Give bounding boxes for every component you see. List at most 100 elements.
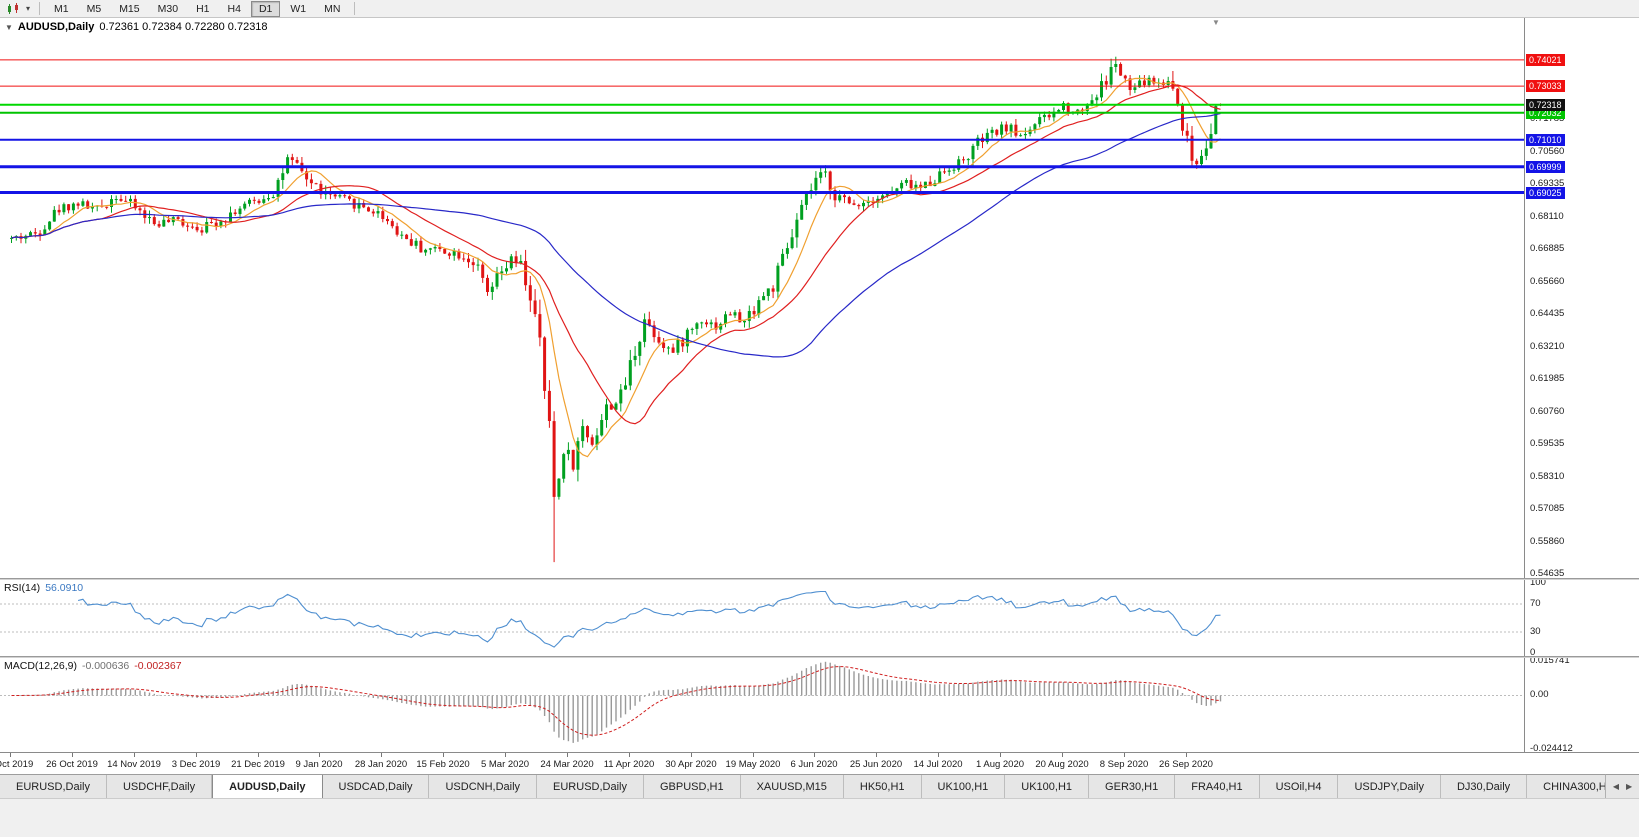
time-axis-label: 6 Jun 2020 — [790, 759, 838, 770]
time-axis-label: 3 Dec 2019 — [171, 759, 221, 770]
time-scale-axis[interactable]: 8 Oct 2019 26 Oct 2019 14 Nov 2019 3 Dec 20… — [0, 752, 1639, 774]
time-axis-tick — [876, 753, 877, 757]
timeframe-button-d1[interactable]: D1 — [250, 0, 281, 17]
time-axis-tick — [134, 753, 135, 757]
price-axis-label: 0.61985 — [1530, 373, 1565, 384]
current-price-badge: 0.72318 — [1526, 99, 1565, 111]
time-axis-label: 28 Jan 2020 — [354, 759, 408, 770]
timeframe-toolbar: ▾ M1 M5 M15 M30 H1 H4 D1 W1 MN — [0, 0, 1639, 18]
moving-average-line — [11, 84, 1221, 425]
price-axis-label: 0.68110 — [1530, 211, 1564, 222]
rsi-axis-label: 100 — [1530, 577, 1546, 588]
time-axis-tick — [319, 753, 320, 757]
macd-signal-value: -0.002367 — [134, 660, 182, 672]
macd-plot[interactable] — [0, 658, 1524, 752]
price-axis-label: 0.69335 — [1530, 178, 1565, 189]
macd-indicator-pane[interactable]: MACD(12,26,9) -0.000636 -0.002367 — [0, 658, 1524, 752]
time-axis-tick — [814, 753, 815, 757]
rsi-line — [77, 590, 1221, 648]
price-chart-pane[interactable]: ▼ AUDUSD,Daily 0.72361 0.72384 0.72280 0… — [0, 18, 1524, 578]
price-axis-label: 0.54635 — [1530, 568, 1565, 579]
time-axis-label: 20 Aug 2020 — [1035, 759, 1089, 770]
timeframe-button-m5[interactable]: M5 — [86, 2, 102, 15]
time-axis-tick — [443, 753, 444, 757]
timeframe-buttons: M1 M5 M15 M30 H1 H4 D1 W1 MN — [45, 0, 349, 17]
chart-tab-eurusd-daily[interactable]: EURUSD,Daily — [0, 775, 107, 798]
bottom-strip — [0, 798, 1639, 837]
price-axis-label: 0.66885 — [1530, 243, 1565, 254]
chart-tab-uk100-h1[interactable]: UK100,H1 — [1005, 775, 1090, 798]
rsi-indicator-pane[interactable]: RSI(14) 56.0910 — [0, 580, 1524, 656]
chart-tab-hk50-h1[interactable]: HK50,H1 — [844, 775, 922, 798]
price-level-badge: 0.74021 — [1526, 54, 1565, 66]
time-axis-label: 9 Jan 2020 — [295, 759, 343, 770]
toolbar-separator — [354, 2, 356, 15]
price-scale-axis[interactable]: 0.717850.705600.693350.681100.668850.656… — [1524, 18, 1639, 754]
time-axis-tick — [753, 753, 754, 757]
chart-window-title: ▼ AUDUSD,Daily 0.72361 0.72384 0.72280 0… — [5, 21, 268, 33]
candlestick-chart[interactable] — [0, 18, 1524, 578]
chart-type-caret-icon[interactable]: ▾ — [25, 4, 30, 13]
toolbar-separator — [39, 2, 40, 15]
time-axis-label: 8 Oct 2019 — [0, 759, 34, 770]
tab-scroll-right-icon[interactable]: ▶ — [1626, 782, 1633, 791]
chart-tab-eurusd-daily[interactable]: EURUSD,Daily — [537, 775, 644, 798]
time-axis-tick — [258, 753, 259, 757]
chart-tab-uk100-h1[interactable]: UK100,H1 — [922, 775, 1006, 798]
rsi-axis-label: 70 — [1530, 598, 1541, 609]
time-axis-label: 30 Apr 2020 — [665, 759, 717, 770]
macd-label: MACD(12,26,9) -0.000636 -0.002367 — [4, 660, 182, 672]
time-axis-tick — [1062, 753, 1063, 757]
timeframe-button-m15[interactable]: M15 — [119, 2, 140, 15]
rsi-label: RSI(14) 56.0910 — [4, 582, 84, 594]
time-axis-tick — [505, 753, 506, 757]
chart-tab-usdcnh-daily[interactable]: USDCNH,Daily — [429, 775, 538, 798]
time-axis-tick — [691, 753, 692, 757]
chart-tab-bar: EURUSD,Daily USDCHF,Daily AUDUSD,Daily USDC… — [0, 774, 1639, 798]
chart-tab-usdchf-daily[interactable]: USDCHF,Daily — [107, 775, 213, 798]
timeframe-button-h4[interactable]: H4 — [227, 2, 241, 15]
chart-shift-marker-icon[interactable]: ▼ — [1212, 18, 1220, 27]
rsi-plot[interactable] — [0, 580, 1524, 656]
macd-axis-label: 0.00 — [1530, 689, 1549, 700]
timeframe-button-h1[interactable]: H1 — [196, 2, 210, 15]
time-axis-tick — [629, 753, 630, 757]
chart-tab-audusd-daily[interactable]: AUDUSD,Daily — [212, 775, 323, 798]
time-axis-label: 15 Feb 2020 — [416, 759, 470, 770]
time-axis-label: 26 Sep 2020 — [1159, 759, 1213, 770]
price-axis-label: 0.59535 — [1530, 438, 1565, 449]
chart-type-icon[interactable] — [4, 1, 22, 17]
macd-signal-line — [11, 666, 1221, 736]
timeframe-button-mn[interactable]: MN — [324, 2, 341, 15]
time-axis-tick — [938, 753, 939, 757]
chart-tab-xauusd-m15[interactable]: XAUUSD,M15 — [741, 775, 844, 798]
price-level-badge: 0.73033 — [1526, 80, 1565, 92]
chart-tab-dj30-daily[interactable]: DJ30,Daily — [1441, 775, 1528, 798]
rsi-value: 56.0910 — [45, 582, 84, 594]
chart-region: ▼ AUDUSD,Daily 0.72361 0.72384 0.72280 0… — [0, 18, 1639, 754]
tab-scroll-left-icon[interactable]: ◀ — [1612, 782, 1619, 791]
timeframe-button-m30[interactable]: M30 — [157, 2, 179, 15]
rsi-axis-label: 0 — [1530, 647, 1536, 658]
time-axis-tick — [567, 753, 568, 757]
timeframe-button-w1[interactable]: W1 — [290, 2, 307, 15]
macd-axis-label: 0.015741 — [1530, 655, 1570, 666]
collapse-window-icon[interactable]: ▼ — [5, 22, 13, 32]
time-axis-tick — [10, 753, 11, 757]
chart-tab-usdjpy-daily[interactable]: USDJPY,Daily — [1338, 775, 1441, 798]
chart-tab-gbpusd-h1[interactable]: GBPUSD,H1 — [644, 775, 741, 798]
chart-tab-usoil-h4[interactable]: USOil,H4 — [1260, 775, 1339, 798]
price-axis-label: 0.63210 — [1530, 341, 1565, 352]
timeframe-button-m1[interactable]: M1 — [54, 2, 69, 15]
price-axis-label: 0.57085 — [1530, 503, 1565, 514]
price-axis-label: 0.64435 — [1530, 308, 1565, 319]
time-axis-label: 26 Oct 2019 — [46, 759, 98, 770]
pane-divider[interactable] — [0, 656, 1639, 658]
chart-tab-fra40-h1[interactable]: FRA40,H1 — [1175, 775, 1260, 798]
price-level-badge: 0.69025 — [1526, 187, 1565, 199]
chart-tab-usdcad-daily[interactable]: USDCAD,Daily — [323, 775, 430, 798]
pane-divider[interactable] — [0, 578, 1639, 580]
chart-tab-ger30-h1[interactable]: GER30,H1 — [1089, 775, 1176, 798]
time-axis-label: 8 Sep 2020 — [1099, 759, 1149, 770]
